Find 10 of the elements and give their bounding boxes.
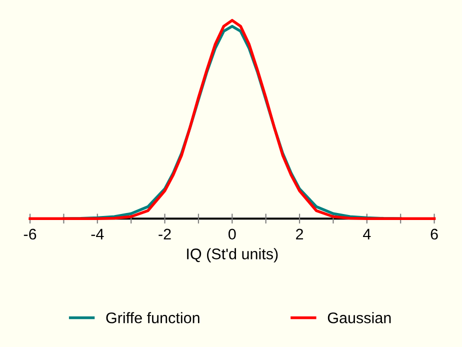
x-tick-label: 0 — [228, 228, 236, 240]
x-tick-label: -4 — [91, 228, 104, 240]
legend-label: Griffe function — [106, 312, 200, 324]
x-tick-label: 2 — [296, 228, 304, 240]
x-tick-label: -2 — [158, 228, 171, 240]
x-tick-label: 6 — [430, 228, 438, 240]
x-axis-title: IQ (St'd units) — [187, 248, 278, 262]
x-tick-label: -6 — [24, 228, 36, 240]
legend-label: Gaussian — [328, 312, 391, 324]
x-tick-label: 4 — [363, 228, 371, 240]
